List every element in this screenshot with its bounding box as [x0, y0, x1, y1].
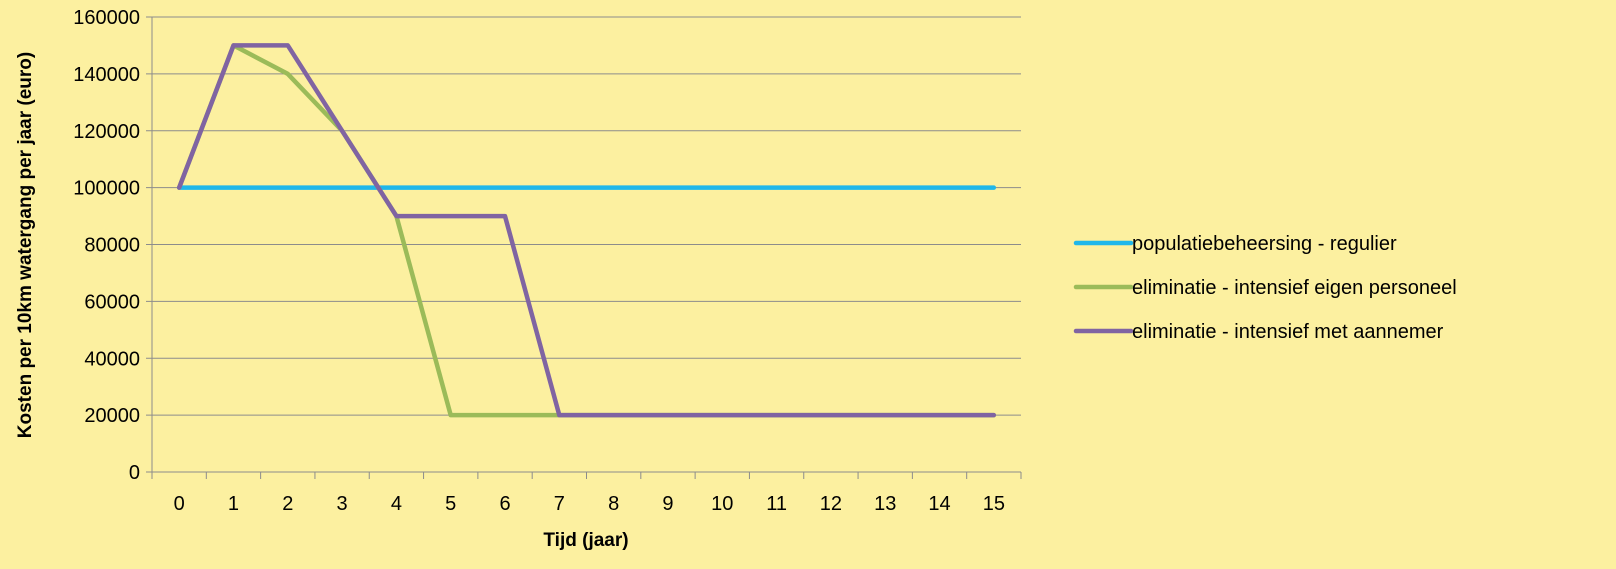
y-tick-label: 40000 — [84, 348, 140, 370]
x-tick-label: 3 — [337, 493, 348, 515]
x-tick-label: 15 — [983, 493, 1005, 515]
x-tick-label: 2 — [282, 493, 293, 515]
legend: populatiebeheersing - regulier eliminatie… — [1073, 233, 1457, 343]
y-tick-label: 120000 — [73, 121, 140, 143]
y-tick-label: 140000 — [73, 64, 140, 86]
legend-label-3: eliminatie - intensief met aannemer — [1132, 321, 1444, 343]
x-tick-label: 14 — [928, 493, 950, 515]
y-tick-label: 0 — [129, 462, 140, 484]
y-tick-label: 60000 — [84, 291, 140, 313]
x-tick-label: 6 — [499, 493, 510, 515]
legend-label-2: eliminatie - intensief eigen personeel — [1132, 277, 1457, 299]
y-axis-title: Kosten per 10km watergang per jaar (euro… — [15, 52, 36, 438]
x-tick-label: 13 — [874, 493, 896, 515]
x-tick-label: 12 — [820, 493, 842, 515]
y-tick-label: 100000 — [73, 178, 140, 200]
series-lines — [176, 43, 997, 418]
x-tick-label: 11 — [766, 493, 787, 515]
x-tick-label: 0 — [174, 493, 185, 515]
x-tick-label: 10 — [711, 493, 733, 515]
gridlines — [152, 16, 1021, 416]
x-tick-label: 7 — [554, 493, 565, 515]
series-line-2 — [176, 43, 997, 418]
series-line-3 — [176, 43, 997, 418]
x-tick-label: 1 — [228, 493, 239, 515]
y-tick-label: 80000 — [84, 235, 140, 257]
x-axis-title: Tijd (jaar) — [543, 530, 628, 551]
y-tick-label: 160000 — [73, 7, 140, 29]
axes: 0 20000 40000 60000 80000 100000 120000 140000 1… — [73, 7, 1022, 515]
x-tick-label: 4 — [391, 493, 402, 515]
legend-label-1: populatiebeheersing - regulier — [1132, 233, 1397, 255]
x-tick-label: 8 — [608, 493, 619, 515]
x-tick-label: 5 — [445, 493, 456, 515]
y-tick-label: 20000 — [84, 405, 140, 427]
x-tick-label: 9 — [662, 493, 673, 515]
